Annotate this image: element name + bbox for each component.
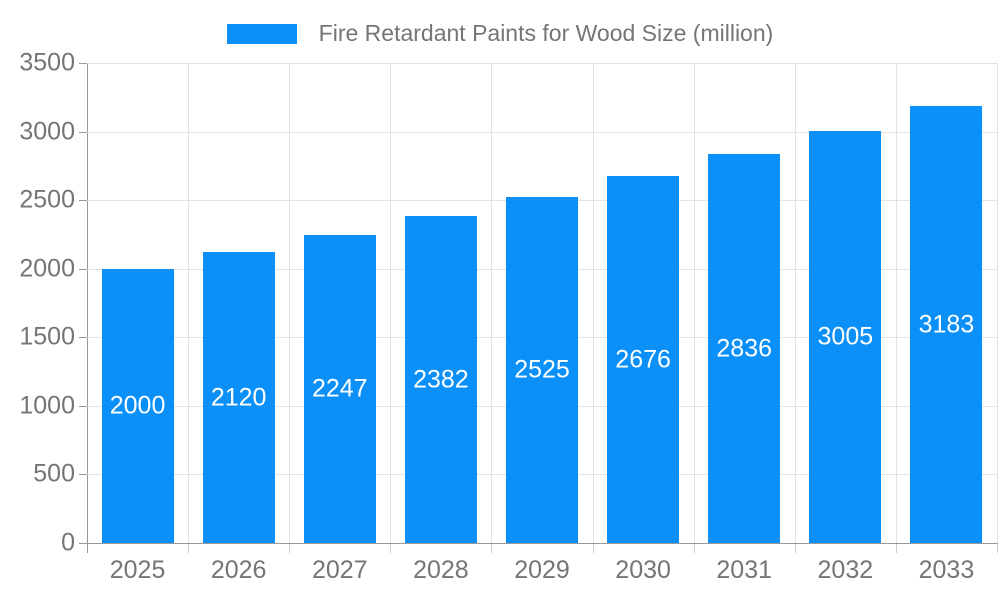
y-axis-tick [79,268,87,270]
bar-value-label: 2382 [413,365,469,394]
y-axis-tick-label: 0 [61,528,75,557]
x-axis-tick-label: 2028 [413,556,469,584]
x-axis-tick [491,544,493,553]
v-gridline [693,63,695,543]
y-axis-tick [79,474,87,476]
h-gridline [87,131,997,133]
y-axis-tick-label: 500 [33,459,75,488]
y-axis-tick [79,131,87,133]
bar-value-label: 2247 [311,374,368,403]
v-gridline [491,63,493,543]
bar-value-label: 2525 [514,355,570,384]
x-axis-tick-label: 2032 [817,556,874,584]
bar-value-label: 2676 [615,345,671,373]
x-axis-tick [592,544,594,553]
y-axis-tick-label: 2500 [19,185,75,214]
v-gridline [794,63,796,543]
x-axis-tick [997,544,998,553]
bar-2026[interactable]: 2120 [202,252,275,543]
v-gridline [895,63,897,543]
bar-2028[interactable]: 2382 [404,216,477,543]
x-axis-tick-label: 2033 [918,556,975,584]
x-axis-tick [895,544,897,553]
y-axis-line [87,63,88,553]
y-axis-tick [79,337,87,339]
v-gridline [390,63,392,543]
v-gridline [592,63,594,543]
bar-value-label: 2836 [716,334,773,363]
bar-value-label: 3005 [817,322,874,351]
x-axis-tick-label: 2030 [615,556,671,584]
v-gridline [188,63,190,543]
bar-2033[interactable]: 3183 [910,106,983,543]
bar-value-label: 2000 [109,391,166,420]
legend-swatch-icon [226,23,297,44]
bar-2029[interactable]: 2525 [506,196,578,543]
y-axis-tick-label: 3500 [19,48,75,77]
v-gridline [289,63,291,543]
bar-2030[interactable]: 2676 [607,176,680,543]
y-axis-tick [79,63,87,64]
x-axis-tick-label: 2025 [109,556,166,584]
legend-label: Fire Retardant Paints for Wood Size (mil… [318,20,774,46]
x-axis-tick [794,544,796,553]
bar-2025[interactable]: 2000 [101,268,174,543]
y-axis-tick [79,200,87,202]
y-axis-tick [79,405,87,407]
y-axis-tick-label: 2000 [19,254,75,283]
x-axis-tick [188,544,190,553]
bar-value-label: 3183 [918,310,975,339]
v-gridline [997,63,998,543]
y-axis-tick-label: 1500 [19,322,75,351]
x-axis-line [87,543,998,544]
x-axis-tick [289,544,291,553]
h-gridline [87,63,997,64]
legend-item[interactable]: Fire Retardant Paints for Wood Size (mil… [0,20,1000,47]
y-axis-tick-label: 3000 [19,117,75,146]
bar-2031[interactable]: 2836 [708,154,781,543]
bar-2032[interactable]: 3005 [809,130,882,543]
x-axis-tick-label: 2029 [514,556,570,584]
bar-value-label: 2120 [210,383,267,412]
y-axis-tick-label: 1000 [19,391,75,420]
x-axis-tick [390,544,392,553]
x-axis-tick-label: 2031 [716,556,773,584]
plot-area: 2000 2120 2247 2382 2525 2676 2836 3005 3183 [87,63,998,543]
x-axis-tick-label: 2027 [311,556,368,584]
y-axis-tick [79,543,87,544]
bar-2027[interactable]: 2247 [303,234,376,543]
x-axis-tick-label: 2026 [210,556,267,584]
x-axis-tick [693,544,695,553]
